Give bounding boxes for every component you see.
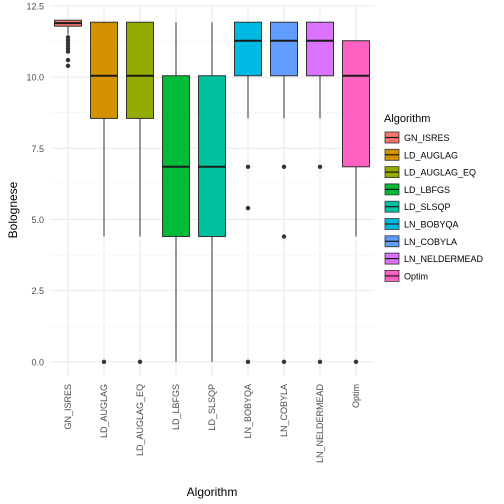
outlier-point xyxy=(317,164,323,170)
box-iqr xyxy=(162,75,190,238)
x-tick-label: GN_ISRES xyxy=(63,384,73,430)
box-iqr xyxy=(306,21,334,77)
legend: Algorithm GN_ISRES LD_AUGLAG LD_AUGLAG_EQ L… xyxy=(384,113,484,282)
x-tick-label: LD_AUGLAG xyxy=(99,384,109,438)
box-ld_auglag xyxy=(90,21,118,364)
legend-item: LN_NELDERMEAD xyxy=(384,252,484,265)
y-tick-label: 12.5 xyxy=(26,2,44,12)
legend-item: LD_SLSQP xyxy=(384,200,451,213)
box-iqr xyxy=(198,75,226,238)
outlier-point xyxy=(245,359,251,364)
legend-item: LD_LBFGS xyxy=(384,183,450,196)
x-tick-label: Optim xyxy=(351,384,361,408)
legend-item: LN_BOBYQA xyxy=(384,218,459,230)
box-iqr xyxy=(234,21,262,77)
x-tick-label: LN_COBYLA xyxy=(279,384,289,437)
outlier-point xyxy=(65,49,71,54)
legend-label: LD_AUGLAG xyxy=(404,150,458,160)
outlier-point xyxy=(65,57,71,63)
y-tick-label: 2.5 xyxy=(31,286,44,296)
x-tick-label: LD_SLSQP xyxy=(207,384,217,431)
y-tick-label: 10.0 xyxy=(26,73,44,83)
box-iqr xyxy=(342,40,370,168)
outlier-point xyxy=(245,164,251,170)
outlier-point xyxy=(281,359,287,364)
outlier-point xyxy=(65,63,71,68)
box-iqr xyxy=(126,21,154,119)
outlier-point xyxy=(353,359,359,364)
box-ld_slsqp xyxy=(198,22,226,362)
outlier-point xyxy=(245,205,251,211)
legend-item: GN_ISRES xyxy=(384,131,450,144)
legend-item: Optim xyxy=(384,269,428,282)
box-iqr xyxy=(90,21,118,119)
outlier-point xyxy=(317,359,323,364)
outlier-point xyxy=(281,164,287,170)
box-ld_lbfgs xyxy=(162,22,190,362)
y-tick-label: 7.5 xyxy=(31,144,44,154)
x-tick-label: LN_NELDERMEAD xyxy=(315,384,325,464)
x-axis-title: Algorithm xyxy=(187,485,238,499)
x-tick-label: LD_AUGLAG_EQ xyxy=(135,384,145,456)
y-tick-label: 5.0 xyxy=(31,215,44,225)
box-gn_isres xyxy=(54,19,82,68)
legend-label: LN_NELDERMEAD xyxy=(404,254,484,264)
box-ln_neldermead xyxy=(306,21,334,364)
y-axis-ticks: 0.0 2.5 5.0 7.5 10.0 12.5 xyxy=(26,2,44,368)
x-axis-ticks: GN_ISRES LD_AUGLAG LD_AUGLAG_EQ LD_LBFGS LD_… xyxy=(63,384,361,464)
legend-label: LN_BOBYQA xyxy=(404,220,459,230)
outlier-point xyxy=(137,359,143,364)
legend-title: Algorithm xyxy=(384,113,430,125)
outlier-point xyxy=(281,234,287,239)
legend-label: GN_ISRES xyxy=(404,133,450,143)
box-iqr xyxy=(270,21,298,77)
legend-item: LD_AUGLAG xyxy=(384,148,458,161)
legend-item: LD_AUGLAG_EQ xyxy=(384,166,476,179)
legend-label: LD_AUGLAG_EQ xyxy=(404,168,476,178)
y-tick-label: 0.0 xyxy=(31,357,44,367)
x-tick-label: LD_LBFGS xyxy=(171,384,181,430)
box-ln_bobyqa xyxy=(234,21,262,364)
box-ln_cobyla xyxy=(270,21,298,364)
outlier-point xyxy=(101,359,107,364)
box-optim xyxy=(342,40,370,364)
legend-label: LD_LBFGS xyxy=(404,185,450,195)
legend-label: LN_COBYLA xyxy=(404,237,457,247)
boxes xyxy=(54,19,370,364)
legend-label: Optim xyxy=(404,271,428,281)
y-axis-title: Bolognese xyxy=(6,181,20,238)
x-tick-label: LN_BOBYQA xyxy=(243,384,253,439)
box-ld_auglag_eq xyxy=(126,21,154,364)
legend-item: LN_COBYLA xyxy=(384,235,457,248)
legend-label: LD_SLSQP xyxy=(404,202,451,212)
